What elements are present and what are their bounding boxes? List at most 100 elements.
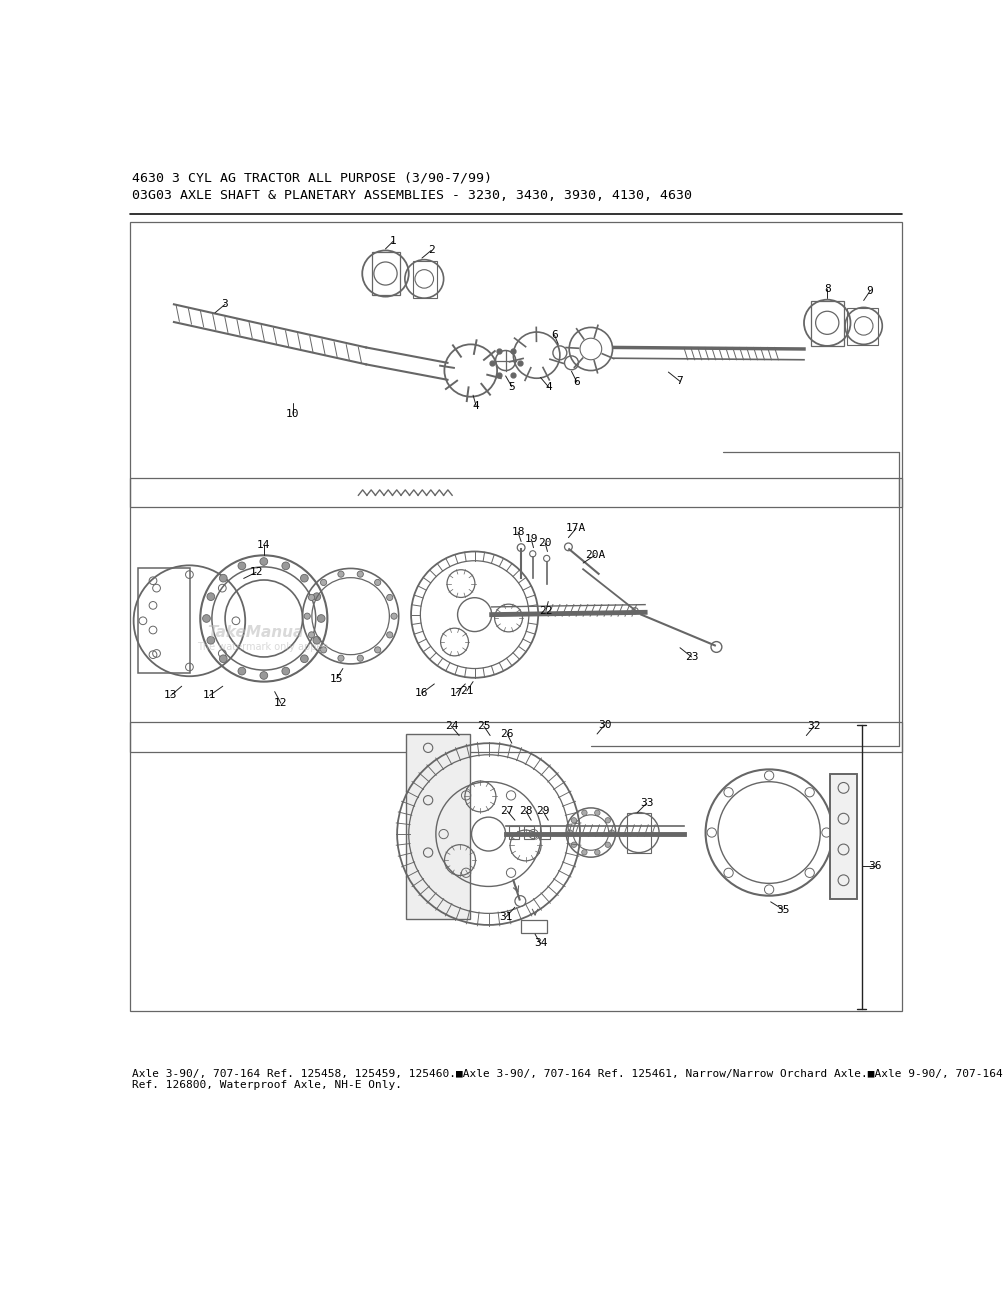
Circle shape — [582, 850, 587, 855]
Circle shape — [357, 655, 364, 661]
Text: 2: 2 — [428, 245, 435, 256]
Text: 17A: 17A — [566, 523, 586, 533]
Circle shape — [308, 632, 314, 638]
Text: 16: 16 — [415, 689, 429, 698]
Circle shape — [313, 636, 320, 644]
Text: 15: 15 — [330, 674, 343, 683]
Text: 10: 10 — [286, 409, 299, 420]
Text: 27: 27 — [500, 806, 514, 816]
Text: TakeManua: TakeManua — [207, 625, 303, 640]
Text: 21: 21 — [460, 686, 473, 696]
Bar — [525, 827, 535, 838]
Text: 25: 25 — [477, 721, 490, 732]
Circle shape — [387, 632, 393, 638]
Circle shape — [571, 818, 577, 823]
Bar — [830, 775, 858, 898]
Circle shape — [308, 595, 314, 601]
Circle shape — [375, 647, 381, 653]
Bar — [373, 252, 400, 295]
Text: 26: 26 — [500, 729, 514, 739]
Circle shape — [300, 574, 308, 582]
Circle shape — [260, 672, 268, 679]
Circle shape — [304, 613, 310, 619]
Circle shape — [338, 655, 344, 661]
Circle shape — [338, 571, 344, 578]
Bar — [830, 775, 858, 898]
Text: 17: 17 — [449, 689, 463, 698]
Text: 3: 3 — [222, 300, 229, 309]
Text: 19: 19 — [525, 535, 538, 544]
Text: 4: 4 — [473, 400, 479, 411]
Text: 1: 1 — [390, 236, 397, 246]
Text: The watermark only appea: The watermark only appea — [197, 642, 328, 652]
Circle shape — [594, 850, 600, 855]
Bar — [509, 827, 519, 838]
Circle shape — [357, 571, 364, 578]
Text: 14: 14 — [257, 540, 271, 550]
Circle shape — [207, 593, 214, 601]
Text: 03G03 AXLE SHAFT & PLANETARY ASSEMBLIES - 3230, 3430, 3930, 4130, 4630: 03G03 AXLE SHAFT & PLANETARY ASSEMBLIES … — [132, 189, 692, 202]
Bar — [627, 814, 651, 853]
Text: 24: 24 — [445, 721, 458, 732]
Text: 28: 28 — [519, 806, 533, 816]
Text: 30: 30 — [598, 720, 611, 730]
Circle shape — [238, 668, 246, 675]
Bar — [130, 479, 902, 751]
Text: 29: 29 — [536, 806, 550, 816]
Circle shape — [220, 574, 228, 582]
Circle shape — [582, 810, 587, 815]
Circle shape — [207, 636, 214, 644]
Text: Axle 3-90/, 707-164 Ref. 125458, 125459, 125460.■Axle 3-90/, 707-164 Ref. 125461: Axle 3-90/, 707-164 Ref. 125458, 125459,… — [132, 1069, 1003, 1078]
Circle shape — [605, 818, 610, 823]
Text: Ref. 126800, Waterproof Axle, NH-E Only.: Ref. 126800, Waterproof Axle, NH-E Only. — [132, 1081, 402, 1090]
Circle shape — [282, 668, 290, 675]
Bar — [413, 261, 437, 299]
Bar — [522, 921, 548, 932]
Text: 4630 3 CYL AG TRACTOR ALL PURPOSE (3/90-7/99): 4630 3 CYL AG TRACTOR ALL PURPOSE (3/90-… — [132, 172, 492, 185]
Circle shape — [387, 595, 393, 601]
Bar — [138, 569, 190, 673]
Circle shape — [260, 558, 268, 566]
Text: 5: 5 — [509, 382, 516, 391]
Text: 18: 18 — [512, 527, 525, 537]
Circle shape — [317, 614, 325, 622]
Circle shape — [567, 829, 573, 836]
Text: 7: 7 — [677, 377, 684, 386]
Circle shape — [320, 647, 326, 653]
Circle shape — [375, 579, 381, 585]
Circle shape — [609, 829, 614, 836]
Text: 9: 9 — [866, 287, 873, 296]
Circle shape — [220, 655, 228, 662]
Text: 11: 11 — [202, 691, 217, 700]
Text: 23: 23 — [685, 652, 699, 662]
Text: 35: 35 — [776, 905, 789, 914]
Bar — [811, 301, 844, 346]
Text: 13: 13 — [164, 691, 177, 700]
Text: 22: 22 — [539, 606, 553, 615]
Text: 12: 12 — [274, 698, 288, 708]
Circle shape — [391, 613, 397, 619]
Text: 20A: 20A — [585, 550, 605, 561]
Circle shape — [238, 562, 246, 570]
Text: 31: 31 — [498, 913, 513, 922]
Bar — [407, 734, 470, 919]
Text: 32: 32 — [808, 721, 821, 732]
Bar — [540, 827, 550, 838]
Text: 8: 8 — [824, 284, 831, 293]
Text: 34: 34 — [534, 939, 547, 948]
Text: 6: 6 — [574, 377, 580, 387]
Circle shape — [282, 562, 290, 570]
Text: 36: 36 — [868, 862, 881, 871]
Circle shape — [300, 655, 308, 662]
Text: 12: 12 — [250, 567, 263, 578]
Bar — [847, 308, 878, 346]
Text: 33: 33 — [639, 798, 654, 808]
Circle shape — [571, 842, 577, 848]
Text: 4: 4 — [546, 382, 553, 393]
Text: 6: 6 — [551, 330, 558, 340]
Circle shape — [320, 579, 326, 585]
Circle shape — [605, 842, 610, 848]
Text: 20: 20 — [539, 539, 552, 548]
Bar — [130, 722, 902, 1011]
Circle shape — [313, 593, 320, 601]
